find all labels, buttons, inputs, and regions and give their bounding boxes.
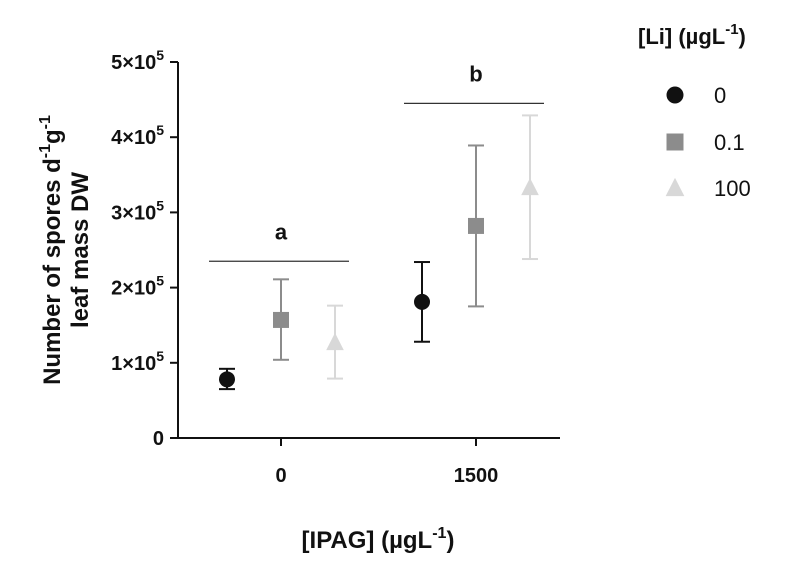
- legend-title: [Li] (µgL-1): [638, 21, 746, 49]
- legend-label: 0.1: [714, 130, 745, 155]
- series: [219, 114, 539, 391]
- x-tick-label: 1500: [454, 465, 499, 487]
- marker-triangle: [521, 177, 539, 196]
- marker-triangle: [665, 177, 685, 197]
- y-tick-label-exp: 5: [156, 197, 164, 213]
- y-tick-label: 5×105: [111, 47, 164, 74]
- marker-circle: [414, 293, 430, 310]
- legend-item-1: 0.1: [666, 130, 745, 155]
- y-tick-label-exp: 5: [156, 273, 164, 289]
- y-tick-label: 2×105: [111, 273, 164, 300]
- marker-triangle: [326, 332, 344, 351]
- annotations: ab: [209, 61, 544, 262]
- x-ticks: 0 1500: [275, 438, 498, 487]
- y-tick-label-base: 4×10: [111, 127, 156, 149]
- series-0: [219, 261, 430, 391]
- y-tick-label-base: 1×10: [111, 353, 156, 375]
- y-axis-title-line2: leaf mass DW: [67, 172, 94, 328]
- group-letter: a: [275, 219, 288, 244]
- legend-item-2: 100: [665, 176, 751, 201]
- y-tick-label-exp: 5: [156, 348, 164, 364]
- y-tick-label: 3×105: [111, 197, 164, 224]
- legend-item-0: 0: [666, 83, 726, 108]
- legend-label: 0: [714, 83, 726, 108]
- y-axis-title-line1: Number of spores d-1g-1: [37, 115, 66, 385]
- y-tick-label: 4×105: [111, 122, 164, 149]
- y-tick-label-exp: 5: [156, 122, 164, 138]
- marker-square: [468, 217, 484, 234]
- y-tick-label-base: 2×10: [111, 278, 156, 300]
- y-tick-label-exp: 5: [156, 47, 164, 63]
- y-axis-title: Number of spores d-1g-1 leaf mass DW: [37, 115, 94, 385]
- y-tick-label-base: 5×10: [111, 52, 156, 74]
- group-letter: b: [469, 61, 482, 86]
- y-tick-label: 1×105: [111, 348, 164, 375]
- x-tick-label: 0: [275, 465, 286, 487]
- series-1: [273, 144, 484, 361]
- x-axis-title: [IPAG] (µgL-1): [302, 525, 455, 554]
- y-ticks: 01×105 2×105 3×105 4×105 5×105: [111, 47, 178, 450]
- marker-circle: [666, 86, 684, 104]
- marker-square: [666, 133, 684, 151]
- y-tick-label: 0: [153, 428, 164, 450]
- legend-label: 100: [714, 176, 751, 201]
- y-tick-label-base: 0: [153, 428, 164, 450]
- marker-square: [273, 311, 289, 328]
- legend: 0 0.1 100: [665, 83, 751, 201]
- axes: [177, 62, 560, 439]
- y-tick-label-base: 3×10: [111, 202, 156, 224]
- marker-circle: [219, 371, 235, 388]
- series-2: [326, 114, 539, 380]
